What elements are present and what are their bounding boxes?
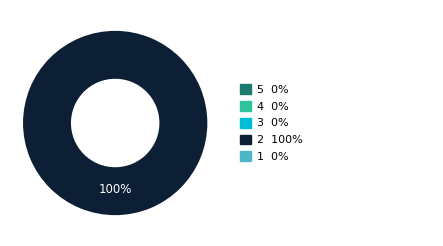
Text: 100%: 100%: [98, 183, 132, 196]
Wedge shape: [23, 31, 207, 215]
Legend: 5  0%, 4  0%, 3  0%, 2  100%, 1  0%: 5 0%, 4 0%, 3 0%, 2 100%, 1 0%: [241, 84, 303, 162]
